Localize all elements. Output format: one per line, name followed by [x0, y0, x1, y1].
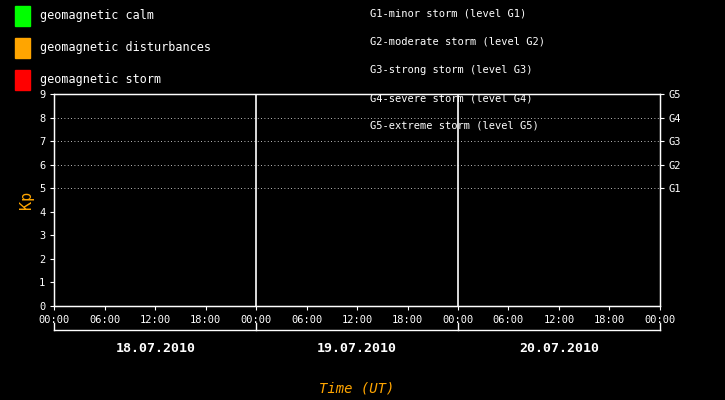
Text: Time (UT): Time (UT): [320, 382, 394, 396]
Text: geomagnetic disturbances: geomagnetic disturbances: [40, 42, 211, 54]
Text: G1-minor storm (level G1): G1-minor storm (level G1): [370, 9, 526, 19]
Y-axis label: Kp: Kp: [19, 191, 33, 209]
Text: G3-strong storm (level G3): G3-strong storm (level G3): [370, 65, 532, 75]
Text: G2-moderate storm (level G2): G2-moderate storm (level G2): [370, 37, 544, 47]
Text: 18.07.2010: 18.07.2010: [115, 342, 195, 354]
Text: 20.07.2010: 20.07.2010: [519, 342, 599, 354]
Text: geomagnetic calm: geomagnetic calm: [40, 10, 154, 22]
Text: G4-severe storm (level G4): G4-severe storm (level G4): [370, 93, 532, 103]
Text: G5-extreme storm (level G5): G5-extreme storm (level G5): [370, 121, 539, 131]
Text: geomagnetic storm: geomagnetic storm: [40, 74, 161, 86]
Text: 19.07.2010: 19.07.2010: [317, 342, 397, 354]
